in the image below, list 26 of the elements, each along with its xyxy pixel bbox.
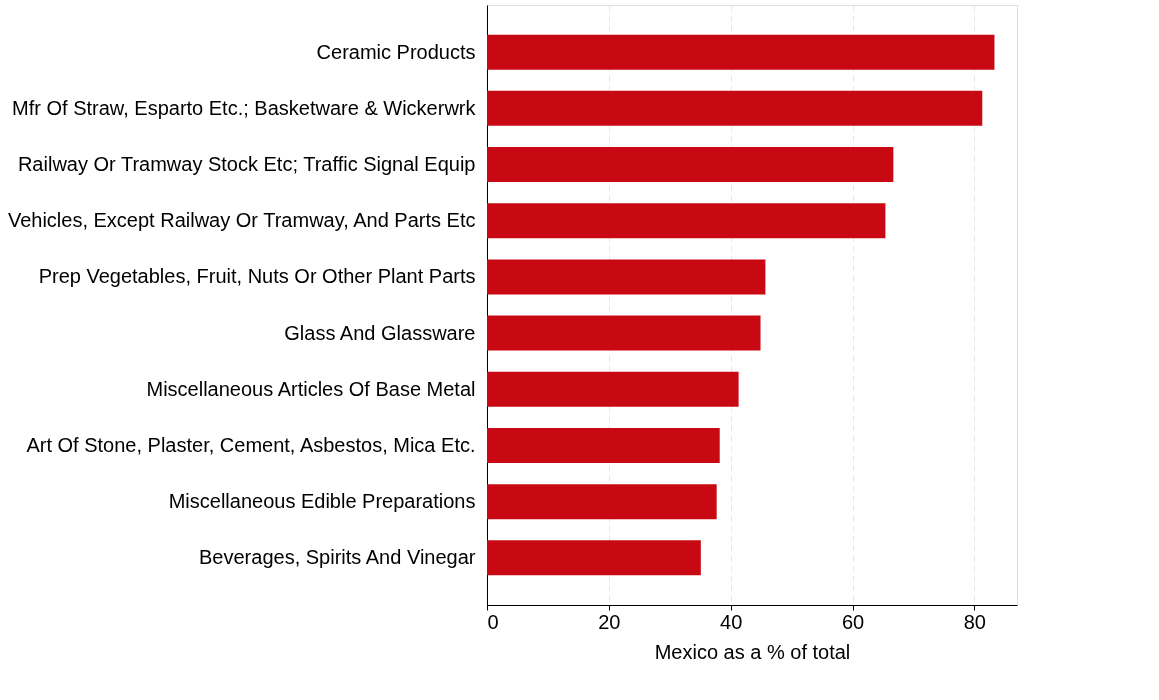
x-tick-label: 20 [598, 610, 621, 633]
x-axis-title: Mexico as a % of total [654, 640, 851, 663]
bar [487, 371, 739, 407]
bar [487, 427, 720, 463]
bar [487, 203, 886, 239]
y-tick-label: Art Of Stone, Plaster, Cement, Asbestos, Mica Etc. [26, 433, 476, 456]
y-tick-label: Prep Vegetables, Fruit, Nuts Or Other Plant Parts [38, 265, 476, 288]
x-tick-label: 40 [720, 610, 743, 633]
x-tick-label: 60 [841, 610, 865, 633]
bar [487, 90, 983, 126]
y-tick-label: Railway Or Tramway Stock Etc; Traffic Signal Equip [17, 153, 476, 176]
y-tick-label: Vehicles, Except Railway Or Tramway, And Parts Etc [7, 209, 476, 232]
bar [487, 540, 701, 576]
bar [487, 315, 761, 351]
x-tick-label: 0 [487, 610, 499, 633]
y-tick-label: Mfr Of Straw, Esparto Etc.; Basketware & Wickerwrk [12, 96, 477, 119]
y-tick-label: Glass And Glassware [284, 321, 476, 344]
bar [487, 34, 995, 70]
y-tick-label: Beverages, Spirits And Vinegar [199, 546, 476, 569]
bar [487, 484, 717, 520]
y-tick-label: Miscellaneous Articles Of Base Metal [146, 377, 476, 400]
bar [487, 259, 766, 295]
y-tick-label: Miscellaneous Edible Preparations [168, 490, 476, 513]
bar [487, 147, 894, 183]
x-tick-label: 80 [963, 610, 986, 633]
y-tick-label: Ceramic Products [316, 40, 476, 63]
